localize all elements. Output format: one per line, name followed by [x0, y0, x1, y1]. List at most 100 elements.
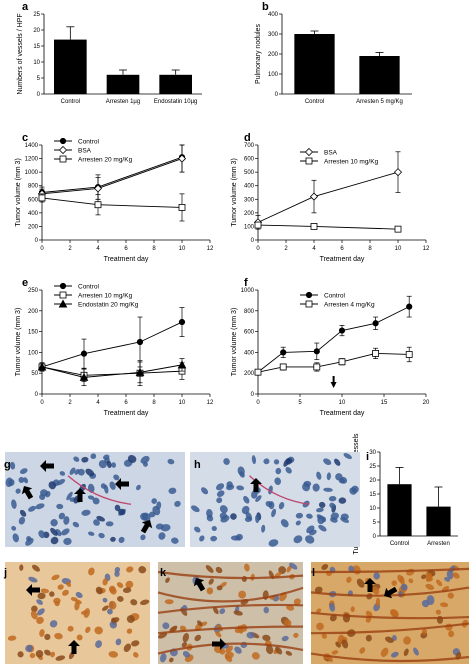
cell-nucleus — [51, 574, 60, 581]
micrograph-k: k — [157, 562, 304, 664]
arrow-shape — [364, 578, 376, 592]
cell-nucleus — [136, 484, 141, 491]
legend-marker — [305, 157, 313, 165]
y-tick-label: 200 — [28, 309, 39, 315]
cell-nucleus — [38, 530, 46, 539]
micrograph-l: l — [310, 562, 470, 664]
arrow-icon — [115, 478, 129, 490]
panel-label: a — [22, 1, 29, 13]
cell-nucleus — [111, 617, 120, 623]
cell-nucleus — [113, 474, 120, 481]
cell-nucleus — [31, 605, 38, 613]
cell-nucleus — [403, 636, 411, 645]
cell-nucleus — [219, 505, 228, 514]
y-tick-label: 400 — [28, 211, 39, 217]
cell-nucleus — [285, 466, 292, 474]
series — [253, 151, 403, 230]
cell-nucleus — [72, 521, 80, 528]
cell-nucleus — [448, 630, 455, 638]
panel-label: f — [244, 277, 248, 289]
data-point — [393, 168, 403, 177]
cell-nucleus — [380, 647, 389, 657]
data-point — [80, 350, 88, 357]
x-axis-label: Treatment day — [104, 410, 149, 417]
cell-nucleus — [321, 564, 329, 571]
x-tick-label: 15 — [381, 400, 388, 406]
cell-nucleus — [425, 583, 435, 590]
series — [38, 307, 186, 372]
cell-nucleus — [216, 497, 223, 504]
y-tick-label: 15 — [33, 44, 40, 50]
series-line — [257, 171, 399, 223]
series — [254, 221, 402, 233]
cell-nucleus — [206, 587, 214, 595]
series-line — [41, 364, 183, 378]
cell-nucleus — [238, 590, 247, 599]
cell-nucleus — [114, 566, 121, 573]
vessel-stain — [157, 642, 304, 655]
cell-nucleus — [76, 634, 83, 641]
series-line — [41, 366, 183, 376]
cell-nucleus — [285, 650, 293, 656]
cell-nucleus — [216, 585, 223, 591]
bar — [159, 74, 192, 94]
bar — [387, 484, 412, 536]
arrow-shape — [21, 486, 34, 500]
data-point — [309, 192, 319, 201]
cell-nucleus — [335, 473, 343, 481]
cell-nucleus — [115, 638, 122, 646]
x-axis-label: Treatment day — [320, 410, 365, 417]
data-point — [372, 350, 380, 357]
cell-nucleus — [12, 533, 19, 543]
cell-nucleus — [44, 649, 51, 656]
y-tick-label: 1000 — [241, 288, 255, 294]
cell-nucleus — [98, 460, 107, 469]
cell-nucleus — [102, 605, 109, 611]
cell-nucleus — [126, 566, 134, 573]
cell-nucleus — [403, 648, 409, 657]
cell-nucleus — [350, 606, 355, 612]
legend-entry: BSA — [78, 148, 92, 155]
cell-nucleus — [49, 591, 55, 597]
cell-nucleus — [31, 564, 40, 572]
cell-nucleus — [114, 571, 120, 577]
cell-nucleus — [191, 505, 200, 513]
cell-nucleus — [271, 508, 277, 518]
cell-nucleus — [289, 562, 298, 570]
cell-nucleus — [244, 516, 253, 522]
cell-nucleus — [94, 626, 103, 635]
cell-nucleus — [265, 501, 273, 508]
x-tick-label: 12 — [207, 246, 214, 252]
cell-nucleus — [452, 572, 460, 579]
y-tick-label: 300 — [268, 32, 279, 38]
cell-nucleus — [215, 483, 225, 491]
x-tick-label: 0 — [40, 246, 44, 252]
cell-nucleus — [58, 512, 66, 520]
cell-nucleus — [197, 620, 203, 626]
data-point — [177, 154, 187, 163]
vessel-stain — [157, 586, 304, 603]
chart-c: c 0 200 400 600 800 1000 1200 1400 Tumor volume (… — [15, 132, 214, 263]
cell-nucleus — [273, 459, 280, 465]
cell-nucleus — [421, 574, 427, 580]
cell-nucleus — [385, 636, 394, 643]
x-tick-label: 10 — [179, 400, 186, 406]
cell-nucleus — [194, 634, 202, 642]
cell-nucleus — [302, 482, 311, 492]
cell-nucleus — [230, 535, 241, 541]
cell-nucleus — [334, 458, 341, 466]
category-label: Arresten 5 mg/Kg — [356, 99, 403, 105]
cell-nucleus — [230, 513, 237, 520]
cell-nucleus — [447, 592, 454, 599]
vessel-stain — [67, 475, 132, 505]
arrow-shape — [68, 640, 80, 654]
arrow-icon — [384, 586, 398, 599]
cell-nucleus — [321, 633, 327, 639]
cell-nucleus — [50, 519, 58, 527]
cell-nucleus — [373, 572, 381, 580]
cell-nucleus — [81, 456, 89, 463]
vessel-stain — [310, 567, 470, 574]
cell-nucleus — [45, 490, 51, 498]
cell-nucleus — [49, 620, 58, 628]
cell-nucleus — [75, 592, 83, 599]
